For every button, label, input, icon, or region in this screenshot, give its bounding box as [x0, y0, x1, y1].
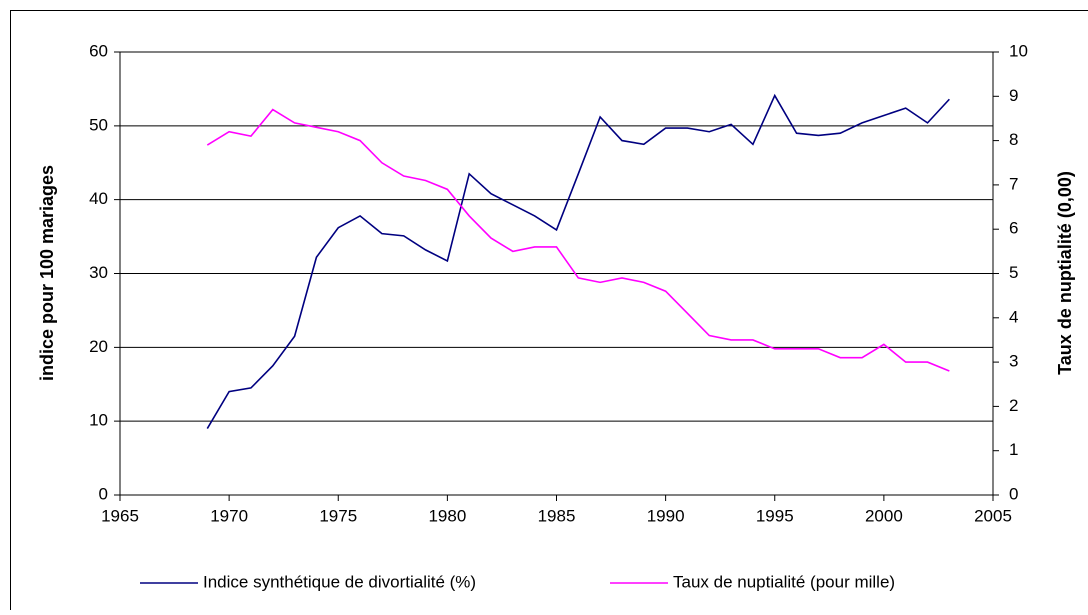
y2-tick-label: 0 — [1009, 484, 1018, 503]
y2-tick-label: 5 — [1009, 263, 1018, 282]
y2-tick-label: 8 — [1009, 130, 1018, 149]
y-tick-label: 50 — [89, 115, 108, 134]
legend-label: Taux de nuptialité (pour mille) — [673, 572, 895, 591]
x-tick-label: 1980 — [428, 506, 466, 525]
y-tick-label: 30 — [89, 263, 108, 282]
y-axis-label: indice pour 100 mariages — [37, 165, 57, 381]
y2-tick-label: 6 — [1009, 219, 1018, 238]
x-tick-label: 1975 — [319, 506, 357, 525]
x-tick-label: 1985 — [538, 506, 576, 525]
y-tick-label: 20 — [89, 337, 108, 356]
x-tick-label: 1965 — [101, 506, 139, 525]
legend-label: Indice synthétique de divortialité (%) — [203, 572, 476, 591]
x-tick-label: 2005 — [974, 506, 1012, 525]
y-tick-label: 0 — [99, 484, 108, 503]
y2-tick-label: 3 — [1009, 352, 1018, 371]
y2-tick-label: 2 — [1009, 396, 1018, 415]
x-tick-label: 1995 — [756, 506, 794, 525]
x-tick-label: 1990 — [647, 506, 685, 525]
y2-tick-label: 10 — [1009, 41, 1028, 60]
y-tick-label: 40 — [89, 189, 108, 208]
y-tick-label: 10 — [89, 411, 108, 430]
y2-tick-label: 4 — [1009, 307, 1018, 326]
x-tick-label: 2000 — [865, 506, 903, 525]
y2-axis-label: Taux de nuptialité (0,00) — [1055, 171, 1075, 375]
y2-tick-label: 9 — [1009, 86, 1018, 105]
y-tick-label: 60 — [89, 41, 108, 60]
x-tick-label: 1970 — [210, 506, 248, 525]
y2-tick-label: 7 — [1009, 174, 1018, 193]
y2-tick-label: 1 — [1009, 440, 1018, 459]
